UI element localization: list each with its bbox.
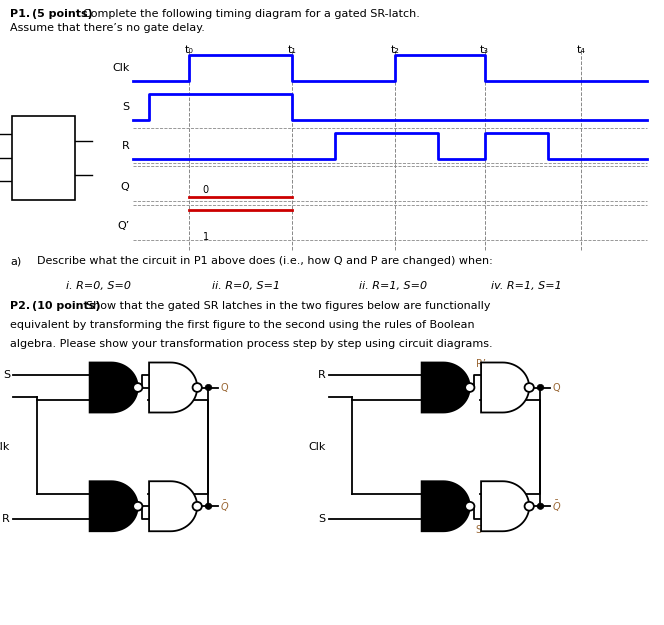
Text: R: R [317,370,325,380]
Circle shape [525,502,534,511]
Circle shape [193,502,202,511]
Text: Clk: Clk [15,153,27,162]
Text: Complete the following timing diagram for a gated SR-latch.: Complete the following timing diagram fo… [83,9,420,19]
Text: 0: 0 [203,185,209,195]
Text: ii. R=1, S=0: ii. R=1, S=0 [359,281,427,291]
Text: S’: S’ [475,525,485,535]
Text: Q: Q [121,182,129,192]
Text: i. R=0, S=0: i. R=0, S=0 [66,281,131,291]
Text: P1.: P1. [10,9,34,19]
Text: R: R [122,141,129,151]
Text: Q: Q [552,382,560,392]
Text: S: S [15,129,21,139]
Circle shape [537,384,544,391]
Text: R: R [2,514,10,524]
Circle shape [525,383,534,392]
Text: Clk: Clk [0,442,10,452]
Text: (10 points): (10 points) [32,301,100,311]
Text: Clk: Clk [308,442,325,452]
Polygon shape [149,481,197,531]
Circle shape [133,502,142,511]
Text: S: S [122,102,129,112]
Polygon shape [90,481,137,531]
Polygon shape [481,481,529,531]
Circle shape [537,503,544,509]
Text: t₄: t₄ [576,45,586,55]
Text: (5 points): (5 points) [32,9,92,19]
Text: S: S [318,514,325,524]
Text: Q’: Q’ [118,221,129,231]
Text: t₂: t₂ [390,45,400,55]
Text: Q: Q [220,382,228,392]
Circle shape [193,383,202,392]
Polygon shape [422,362,469,413]
Text: R: R [15,177,21,186]
Text: $\bar{Q}$: $\bar{Q}$ [220,499,230,514]
Circle shape [465,502,475,511]
Circle shape [133,383,142,392]
FancyBboxPatch shape [12,116,75,200]
Text: 1: 1 [203,232,209,242]
Polygon shape [481,362,529,413]
Text: Show that the gated SR latches in the two figures below are functionally: Show that the gated SR latches in the tw… [86,301,491,311]
Text: Clk: Clk [112,63,129,73]
Text: equivalent by transforming the first figure to the second using the rules of Boo: equivalent by transforming the first fig… [10,320,475,330]
Text: a): a) [10,256,21,266]
Text: iv. R=1, S=1: iv. R=1, S=1 [491,281,562,291]
Polygon shape [90,362,137,413]
Circle shape [205,384,212,391]
Circle shape [465,383,475,392]
Text: R’: R’ [475,359,486,369]
Circle shape [205,503,212,509]
Text: $\bar{Q}$: $\bar{Q}$ [552,499,562,514]
Text: P2.: P2. [10,301,34,311]
Text: Describe what the circuit in P1 above does (i.e., how Q and P are changed) when:: Describe what the circuit in P1 above do… [37,256,492,266]
Text: algebra. Please show your transformation process step by step using circuit diag: algebra. Please show your transformation… [10,339,493,349]
Polygon shape [149,362,197,413]
Text: t₁: t₁ [288,45,297,55]
Text: Assume that there’s no gate delay.: Assume that there’s no gate delay. [10,23,205,33]
Text: S: S [3,370,10,380]
Text: Q: Q [65,136,72,146]
Text: ii. R=0, S=1: ii. R=0, S=1 [212,281,281,291]
Text: t₀: t₀ [185,45,194,55]
Text: t₃: t₃ [480,45,489,55]
Text: Q’: Q’ [62,170,72,179]
Polygon shape [422,481,469,531]
